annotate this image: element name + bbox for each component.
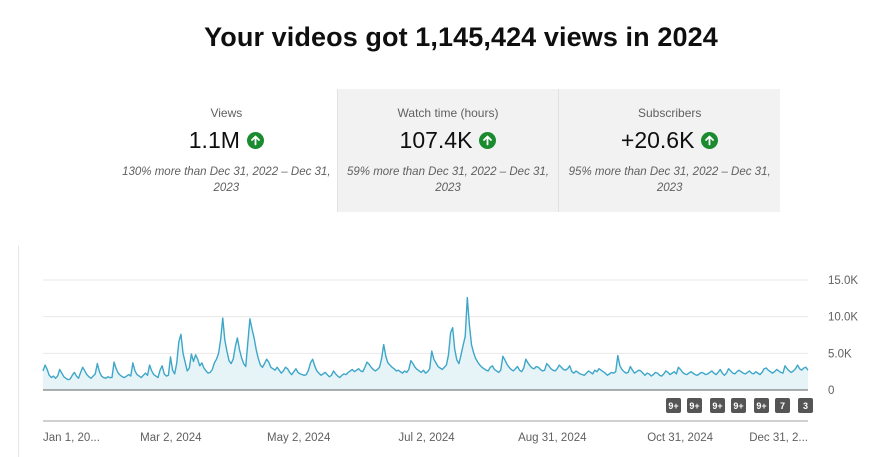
page-headline: Your videos got 1,145,424 views in 2024 (204, 22, 718, 52)
metric-value: 1.1M (188, 126, 240, 153)
x-tick-label: Oct 31, 2024 (647, 432, 713, 444)
metric-card-views[interactable]: Views 1.1M 130% more than Dec 31, 2022 –… (116, 89, 337, 212)
metric-value: 107.4K (399, 126, 473, 153)
metric-cards: Views 1.1M 130% more than Dec 31, 2022 –… (116, 89, 781, 212)
metric-card-watch-time[interactable]: Watch time (hours) 107.4K 59% more than … (336, 89, 559, 212)
x-tick-label: Dec 31, 2... (749, 432, 808, 444)
x-tick-label: Aug 31, 2024 (518, 432, 587, 444)
metric-card-subscribers[interactable]: Subscribers +20.6K 95% more than Dec 31,… (558, 89, 781, 212)
metric-comparison-note: 130% more than Dec 31, 2022 – Dec 31, 20… (122, 166, 331, 194)
y-tick-label: 5.0K (828, 348, 852, 360)
metric-label: Subscribers (638, 106, 702, 120)
x-tick-label: May 2, 2024 (267, 432, 331, 444)
metric-comparison-note: 59% more than Dec 31, 2022 – Dec 31, 202… (346, 166, 549, 194)
y-tick-label: 15.0K (828, 275, 858, 287)
annotation-badge[interactable]: 9+ (710, 398, 725, 413)
annotation-badge[interactable]: 9+ (687, 398, 702, 413)
annotation-badge[interactable]: 9+ (666, 398, 681, 413)
x-tick-label: Jul 2, 2024 (398, 432, 455, 444)
annotation-badge[interactable]: 9+ (754, 398, 769, 413)
x-tick-label: Jan 1, 20... (43, 432, 100, 444)
x-tick-label: Mar 2, 2024 (140, 432, 202, 444)
trend-up-icon (701, 131, 719, 149)
metric-label: Watch time (hours) (397, 106, 499, 120)
metric-comparison-note: 95% more than Dec 31, 2022 – Dec 31, 202… (568, 166, 771, 194)
metric-label: Views (210, 106, 243, 120)
chart-left-border (18, 246, 19, 457)
views-series-line[interactable] (42, 296, 809, 381)
annotation-badge[interactable]: 3 (798, 398, 813, 413)
annotation-badge[interactable]: 9+ (731, 398, 746, 413)
y-tick-label: 0 (828, 385, 834, 397)
annotation-badge[interactable]: 7 (775, 398, 790, 413)
trend-up-icon (246, 131, 264, 149)
trend-up-icon (479, 131, 497, 149)
views-chart-svg[interactable]: 15.0K 10.0K 5.0K 0 Jan 1, 20... Mar 2, 2024 M… (0, 240, 893, 457)
views-chart[interactable]: 15.0K 10.0K 5.0K 0 Jan 1, 20... Mar 2, 2024 M… (0, 240, 893, 457)
y-tick-label: 10.0K (828, 312, 858, 324)
metric-value: +20.6K (620, 126, 695, 153)
